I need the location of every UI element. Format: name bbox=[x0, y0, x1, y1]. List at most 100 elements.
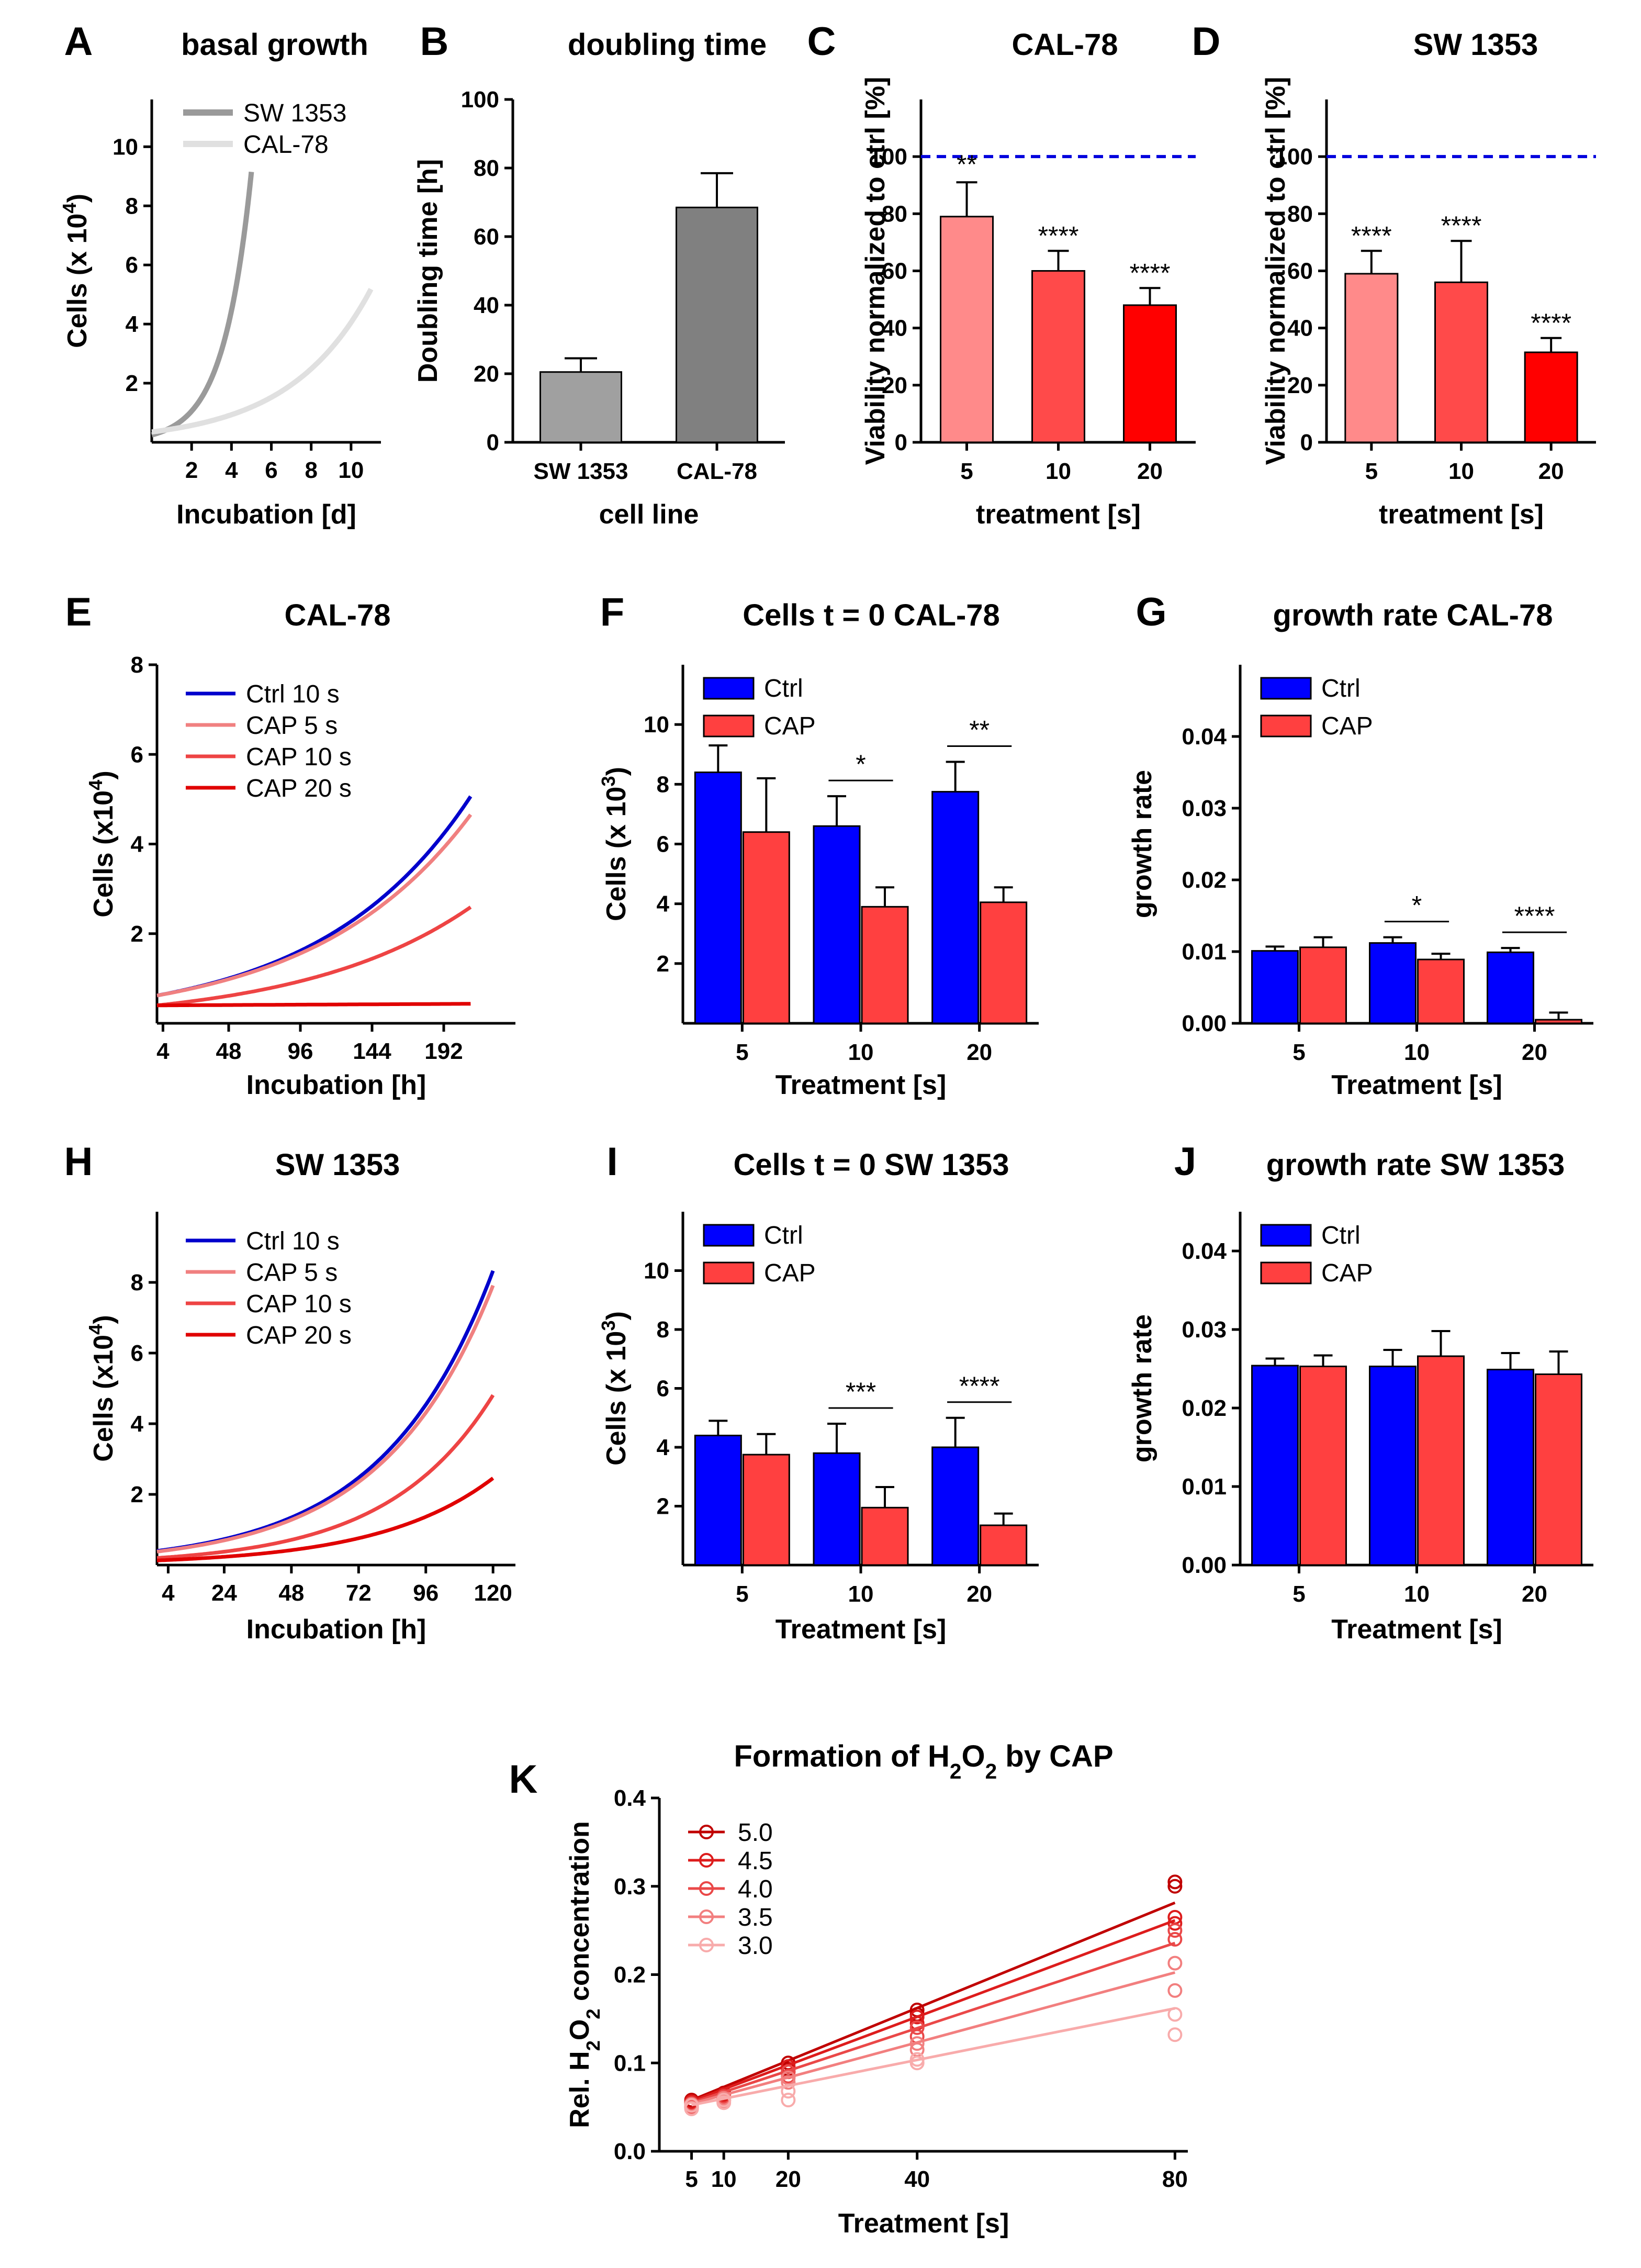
significance-label: * bbox=[1412, 891, 1422, 920]
significance-label: ** bbox=[969, 716, 990, 745]
y-tick-label: 6 bbox=[657, 832, 669, 857]
x-tick-label: 5 bbox=[960, 459, 973, 484]
y-tick-label: 0.02 bbox=[1182, 1395, 1227, 1421]
x-tick-label: 48 bbox=[278, 1580, 304, 1606]
bar-ctrl bbox=[813, 825, 861, 1024]
panel-letter: J bbox=[1174, 1139, 1196, 1184]
significance-label: * bbox=[856, 750, 866, 779]
panel-title: growth rate CAL-78 bbox=[1273, 598, 1553, 632]
y-tick-label: 0.0 bbox=[614, 2139, 646, 2164]
x-axis-label: Treatment [s] bbox=[1331, 1614, 1502, 1645]
y-tick-label: 6 bbox=[131, 1340, 143, 1366]
x-tick-label: SW 1353 bbox=[534, 459, 628, 484]
legend-marker bbox=[699, 1825, 714, 1839]
significance-label: **** bbox=[1514, 901, 1555, 931]
significance-label: *** bbox=[846, 1377, 876, 1406]
data-point bbox=[684, 2098, 699, 2113]
panel-letter: K bbox=[509, 1757, 538, 1802]
y-tick-label: 20 bbox=[882, 373, 907, 398]
legend-label: 3.5 bbox=[738, 1904, 773, 1931]
y-tick-label: 0.3 bbox=[614, 1874, 646, 1900]
legend-label: 4.5 bbox=[738, 1847, 773, 1875]
y-tick-label: 4 bbox=[131, 1411, 144, 1437]
y-tick-label: 8 bbox=[131, 652, 143, 678]
legend-label: CAP 20 s bbox=[246, 775, 352, 802]
panel-e: E CAL-78 2 4 6 8 4 48 96 144 192 Ctrl 10 s CAP 5 s CA… bbox=[65, 590, 515, 1100]
legend-label: Ctrl bbox=[764, 1222, 803, 1249]
legend-label: Ctrl bbox=[1321, 675, 1361, 702]
legend-swatch bbox=[703, 677, 755, 700]
legend-label: CAP 10 s bbox=[246, 743, 352, 771]
legend-label: CAP 20 s bbox=[246, 1322, 352, 1349]
y-tick-label: 2 bbox=[131, 921, 143, 947]
data-point bbox=[1167, 1923, 1183, 1938]
y-tick-label: 40 bbox=[882, 316, 907, 341]
y-axis-label: Viability normalized to ctrl [%] bbox=[860, 77, 891, 465]
x-tick-label: 20 bbox=[966, 1040, 992, 1065]
x-axis-label: Treatment [s] bbox=[838, 2208, 1009, 2239]
x-tick-label: 4 bbox=[225, 457, 238, 483]
x-tick-label: 120 bbox=[474, 1580, 512, 1606]
bar-cap bbox=[861, 906, 909, 1024]
y-tick-label: 60 bbox=[882, 259, 907, 284]
y-tick-label: 4 bbox=[657, 891, 670, 917]
bar bbox=[1344, 273, 1399, 443]
data-point bbox=[1167, 1983, 1183, 1998]
x-tick-label: 10 bbox=[848, 1581, 874, 1607]
y-tick-label: 2 bbox=[657, 1494, 669, 1520]
panel-d: D SW 1353 0 20 40 60 80 100 5 **** 10 **** 20 **** Via… bbox=[1192, 19, 1596, 530]
x-tick-label: 20 bbox=[1522, 1040, 1547, 1065]
legend-label: CAP bbox=[1321, 712, 1373, 740]
bar bbox=[676, 206, 758, 443]
panel-letter: D bbox=[1192, 19, 1221, 64]
y-tick-label: 10 bbox=[113, 134, 138, 160]
bar-cap bbox=[980, 1524, 1028, 1566]
y-axis-label: Cells (x104) bbox=[85, 770, 119, 917]
data-point bbox=[781, 2075, 796, 2090]
x-tick-label: 10 bbox=[1404, 1581, 1430, 1607]
x-tick-label: 4 bbox=[156, 1038, 170, 1064]
x-tick-label: 24 bbox=[211, 1580, 237, 1606]
legend-swatch bbox=[703, 1261, 755, 1284]
panel-letter: F bbox=[600, 590, 624, 634]
bar-cap bbox=[742, 831, 790, 1024]
x-axis-label: cell line bbox=[599, 499, 699, 530]
significance-label: **** bbox=[959, 1371, 1000, 1401]
y-tick-label: 2 bbox=[657, 951, 669, 977]
legend-swatch bbox=[1260, 714, 1312, 738]
panel-title: Cells t = 0 SW 1353 bbox=[733, 1148, 1009, 1182]
legend-label: CAP bbox=[764, 1259, 816, 1287]
legend-label: Ctrl 10 s bbox=[246, 680, 340, 708]
series-line-3 bbox=[156, 1394, 495, 1560]
y-tick-label: 60 bbox=[474, 224, 499, 250]
bar-cap bbox=[1299, 1366, 1347, 1566]
x-tick-label: 80 bbox=[1162, 2166, 1188, 2192]
y-tick-label: 8 bbox=[657, 1317, 669, 1343]
bar-cap bbox=[1417, 1355, 1465, 1566]
y-tick-label: 80 bbox=[1287, 201, 1313, 227]
panel-title: basal growth bbox=[181, 28, 368, 62]
y-tick-label: 100 bbox=[1275, 144, 1313, 170]
y-axis-label: Cells (x 103) bbox=[598, 767, 632, 921]
data-point bbox=[909, 2020, 925, 2035]
bar-ctrl bbox=[931, 1446, 980, 1566]
bar bbox=[1434, 281, 1488, 443]
panel-letter: H bbox=[64, 1139, 93, 1184]
legend-marker bbox=[699, 1881, 714, 1896]
y-tick-label: 100 bbox=[461, 87, 499, 113]
data-point bbox=[1167, 1916, 1183, 1931]
series-line-3 bbox=[156, 906, 472, 1008]
x-tick-label: 20 bbox=[775, 2166, 801, 2192]
x-tick-label: 8 bbox=[305, 457, 317, 483]
legend-label: 5.0 bbox=[738, 1819, 773, 1847]
y-tick-label: 0 bbox=[487, 430, 499, 455]
bar-ctrl bbox=[1251, 1365, 1299, 1566]
panel-k: K Formation of H2O2 by CAP 0.0 0.1 0.2 0.3 0.4… bbox=[509, 1739, 1188, 2239]
x-tick-label: 5 bbox=[736, 1581, 748, 1607]
y-tick-label: 8 bbox=[131, 1270, 143, 1295]
x-axis-label: treatment [s] bbox=[1379, 499, 1544, 530]
legend-label: SW 1353 bbox=[243, 99, 346, 127]
